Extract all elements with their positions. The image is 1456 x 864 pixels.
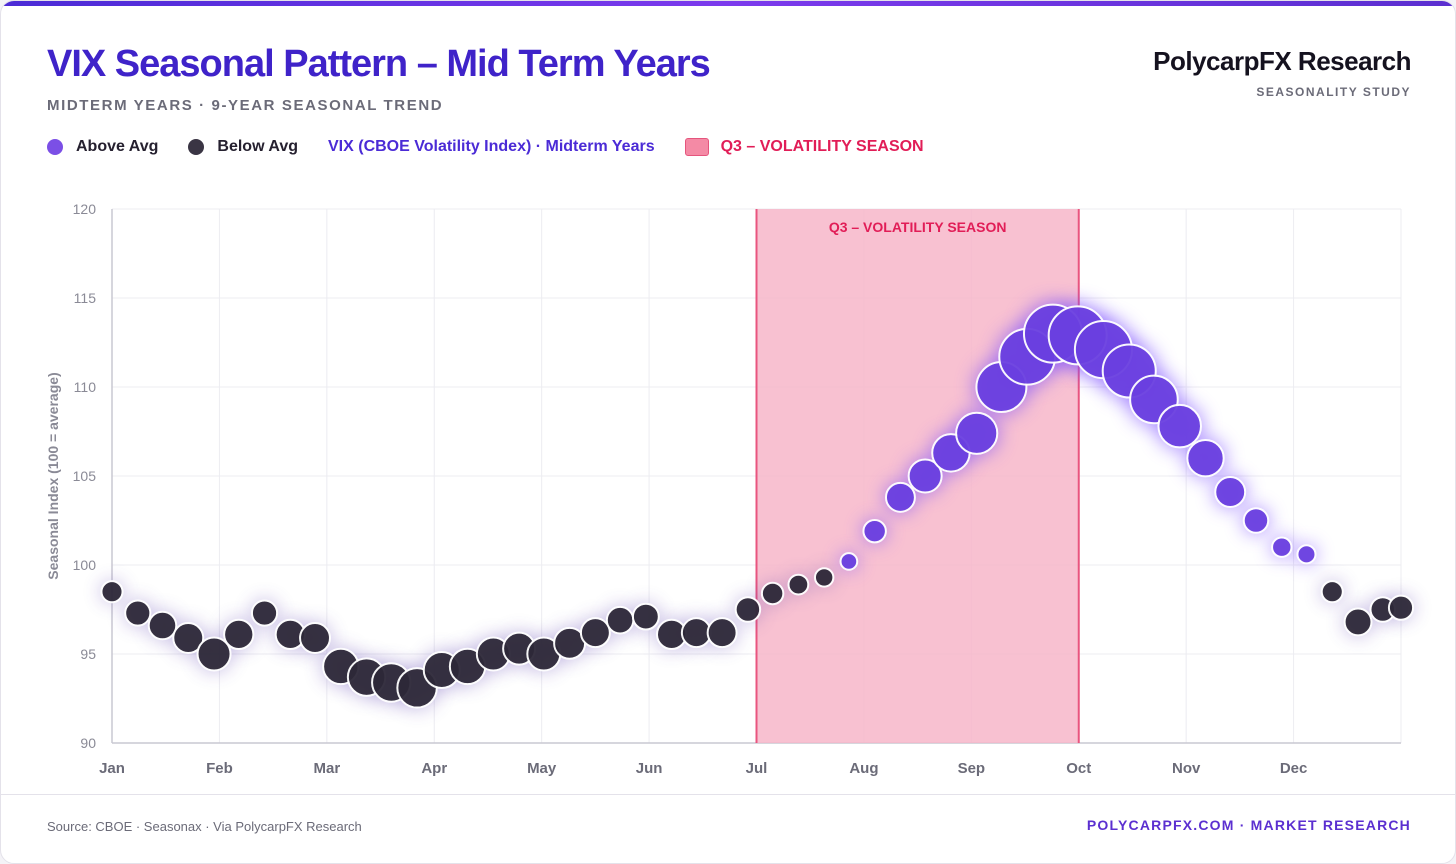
bubble-above-avg <box>1271 536 1293 558</box>
x-tick-label: Apr <box>421 760 447 777</box>
season-swatch-icon <box>684 138 709 156</box>
bubble-below-avg <box>734 596 762 623</box>
x-tick-label: Sep <box>958 760 986 777</box>
brand-subtitle: SEASONALITY STUDY <box>1256 85 1411 99</box>
bubble-below-avg <box>299 622 331 654</box>
bubble-below-avg <box>605 605 635 635</box>
bubble-below-avg <box>250 599 279 627</box>
x-tick-label: Nov <box>1172 760 1201 777</box>
bubble-below-avg <box>100 580 124 604</box>
above-avg-dot-icon <box>47 139 63 155</box>
x-tick-label: Jan <box>99 760 125 777</box>
x-tick-label: Jun <box>636 760 663 777</box>
chart-title: VIX Seasonal Pattern – Mid Term Years <box>47 43 711 85</box>
x-tick-label: Mar <box>313 760 340 777</box>
bubble-below-avg <box>223 618 255 651</box>
y-tick-label: 90 <box>80 735 96 751</box>
y-tick-label: 95 <box>80 646 96 662</box>
accent-bar <box>1 1 1455 6</box>
bubble-below-avg <box>579 617 611 649</box>
bubble-above-avg <box>862 518 887 544</box>
bubble-below-avg <box>172 622 205 654</box>
bubble-above-avg <box>907 458 943 494</box>
below-avg-dot-icon <box>188 139 205 155</box>
x-tick-label: May <box>527 760 557 777</box>
bubble-below-avg <box>680 617 712 649</box>
bubble-below-avg <box>760 581 785 606</box>
source-note: Source: CBOE · Seasonax · Via PolycarpFX… <box>47 819 362 834</box>
bubble-below-avg <box>787 573 810 596</box>
legend-above-label: Above Avg <box>76 138 159 155</box>
bubble-above-avg <box>1186 439 1225 478</box>
bubble-below-avg <box>196 636 232 672</box>
x-tick-label: Dec <box>1280 760 1308 777</box>
y-tick-label: 115 <box>74 290 97 306</box>
bubble-above-avg <box>839 552 859 571</box>
bubble-above-avg <box>1214 476 1247 508</box>
legend-season-label: Q3 – VOLATILITY SEASON <box>720 138 924 155</box>
seasonal-bubble-chart: Q3 – VOLATILITY SEASON 90 95 100 105 110 115 1… <box>45 201 1415 777</box>
bubble-below-avg <box>1320 580 1344 604</box>
legend-below-label: Below Avg <box>217 138 298 155</box>
legend-item-above: Above Avg <box>47 138 158 156</box>
y-tick-label: 110 <box>74 379 97 395</box>
bubble-below-avg <box>706 617 738 649</box>
bubble-below-avg <box>124 599 152 627</box>
x-tick-label: Feb <box>206 760 233 777</box>
x-tick-label: Oct <box>1066 760 1091 777</box>
y-tick-label: 105 <box>73 468 97 484</box>
bubble-below-avg <box>813 567 835 588</box>
bubble-below-avg <box>1343 607 1373 637</box>
site-link: POLYCARPFX.COM · MARKET RESEARCH <box>1086 817 1411 833</box>
legend-item-below: Below Avg <box>188 138 298 156</box>
y-tick-label: 100 <box>73 557 97 573</box>
legend: Above Avg Below Avg VIX (CBOE Volatility… <box>47 135 954 159</box>
bubble-below-avg <box>631 602 660 631</box>
bubble-above-avg <box>1242 507 1270 534</box>
x-tick-label: Jul <box>746 760 768 777</box>
legend-item-season: Q3 – VOLATILITY SEASON <box>684 138 924 156</box>
y-axis-title: Seasonal Index (100 = average) <box>45 372 61 579</box>
bubble-below-avg <box>1387 594 1415 621</box>
legend-item-series: VIX (CBOE Volatility Index) · Midterm Ye… <box>328 138 655 156</box>
bubble-above-avg <box>955 411 999 455</box>
footer-divider <box>1 794 1455 795</box>
legend-series-label: VIX (CBOE Volatility Index) · Midterm Ye… <box>328 138 655 155</box>
chart-subtitle: MIDTERM YEARS · 9-YEAR SEASONAL TREND <box>47 97 444 114</box>
brand-name: PolycarpFX Research <box>1153 46 1411 76</box>
bubble-above-avg <box>884 481 916 513</box>
bubble-above-avg <box>1157 403 1202 449</box>
x-tick-label: Aug <box>849 760 878 777</box>
bubble-above-avg <box>1296 544 1317 565</box>
bubble-below-avg <box>147 610 178 641</box>
y-tick-label: 120 <box>73 201 97 217</box>
q3-season-label: Q3 – VOLATILITY SEASON <box>829 219 1007 235</box>
